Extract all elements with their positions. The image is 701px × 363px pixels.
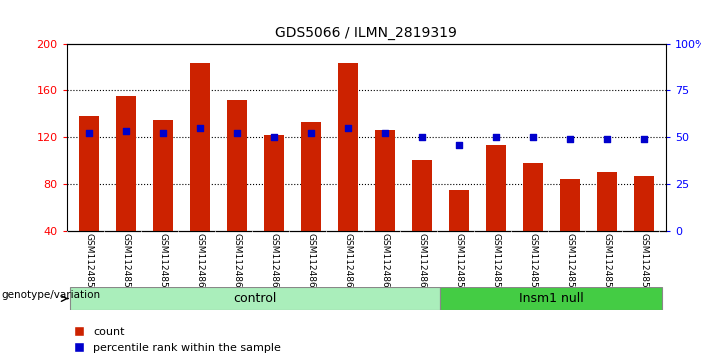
Bar bbox=[153, 119, 173, 231]
Text: GSM1124854: GSM1124854 bbox=[565, 233, 574, 294]
Text: GSM1124861: GSM1124861 bbox=[232, 233, 241, 294]
Point bbox=[231, 130, 243, 136]
Legend: count, percentile rank within the sample: count, percentile rank within the sample bbox=[69, 323, 285, 358]
Bar bbox=[449, 189, 469, 231]
Bar bbox=[79, 116, 99, 231]
Point bbox=[83, 130, 95, 136]
Point bbox=[157, 130, 168, 136]
Point bbox=[379, 130, 390, 136]
Text: GSM1124858: GSM1124858 bbox=[121, 233, 130, 294]
Text: GSM1124857: GSM1124857 bbox=[84, 233, 93, 294]
Text: GSM1124856: GSM1124856 bbox=[639, 233, 648, 294]
Point bbox=[305, 130, 316, 136]
Bar bbox=[189, 64, 210, 231]
Bar bbox=[116, 96, 136, 231]
Point bbox=[564, 136, 576, 142]
Point bbox=[268, 134, 280, 140]
Bar bbox=[226, 99, 247, 231]
Bar bbox=[264, 135, 284, 231]
Text: GSM1124863: GSM1124863 bbox=[306, 233, 315, 294]
Point bbox=[601, 136, 613, 142]
Bar bbox=[634, 176, 654, 231]
Text: GSM1124860: GSM1124860 bbox=[196, 233, 204, 294]
Bar bbox=[522, 163, 543, 231]
Text: GSM1124866: GSM1124866 bbox=[417, 233, 426, 294]
Bar bbox=[559, 179, 580, 231]
Title: GDS5066 / ILMN_2819319: GDS5066 / ILMN_2819319 bbox=[275, 26, 457, 40]
Bar bbox=[301, 122, 321, 231]
Point bbox=[120, 129, 131, 134]
Point bbox=[490, 134, 501, 140]
Text: GSM1124852: GSM1124852 bbox=[491, 233, 501, 294]
Bar bbox=[411, 160, 432, 231]
Text: GSM1124865: GSM1124865 bbox=[380, 233, 389, 294]
Bar bbox=[374, 130, 395, 231]
Text: GSM1124859: GSM1124859 bbox=[158, 233, 168, 294]
Point bbox=[638, 136, 649, 142]
Text: GSM1124851: GSM1124851 bbox=[454, 233, 463, 294]
FancyBboxPatch shape bbox=[70, 287, 440, 310]
Point bbox=[416, 134, 428, 140]
Text: GSM1124853: GSM1124853 bbox=[529, 233, 537, 294]
Text: GSM1124862: GSM1124862 bbox=[269, 233, 278, 294]
Text: Insm1 null: Insm1 null bbox=[519, 292, 584, 305]
Point bbox=[194, 125, 205, 131]
Point bbox=[342, 125, 353, 131]
Text: GSM1124855: GSM1124855 bbox=[602, 233, 611, 294]
Text: genotype/variation: genotype/variation bbox=[1, 290, 100, 300]
Text: control: control bbox=[233, 292, 277, 305]
FancyBboxPatch shape bbox=[440, 287, 662, 310]
Text: GSM1124864: GSM1124864 bbox=[343, 233, 353, 294]
Point bbox=[527, 134, 538, 140]
Bar bbox=[486, 145, 506, 231]
Bar bbox=[338, 64, 358, 231]
Point bbox=[453, 142, 464, 147]
Bar bbox=[597, 172, 617, 231]
